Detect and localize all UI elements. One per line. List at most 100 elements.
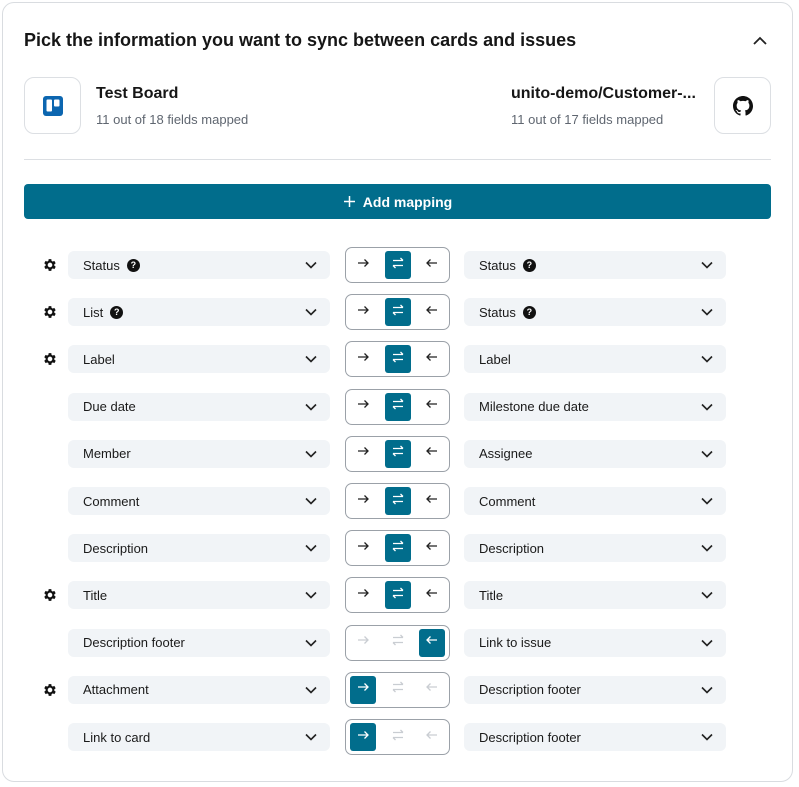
chevron-down-icon	[701, 592, 713, 600]
direction-both-option[interactable]	[384, 581, 411, 610]
direction-both-option[interactable]	[384, 487, 411, 515]
gear-icon[interactable]	[42, 587, 58, 603]
right-field-dropdown[interactable]: Assignee	[464, 439, 726, 468]
trello-logo	[24, 77, 81, 134]
direction-right-to-left-option[interactable]	[419, 723, 445, 751]
two-way-arrows-icon	[390, 255, 406, 276]
direction-left-to-right-option[interactable]	[350, 440, 376, 468]
direction-left-to-right-option[interactable]	[350, 534, 376, 562]
left-field-dropdown[interactable]: Due date	[68, 392, 330, 421]
direction-right-to-left-option[interactable]	[419, 440, 445, 468]
right-field-dropdown[interactable]: Description	[464, 534, 726, 563]
arrow-left-icon	[424, 632, 440, 653]
left-field-label: Member	[83, 446, 131, 462]
chevron-up-icon[interactable]	[750, 31, 770, 51]
chevron-down-icon	[701, 545, 713, 552]
github-icon	[732, 95, 753, 116]
two-way-arrows-icon	[390, 396, 406, 417]
help-icon[interactable]: ?	[110, 305, 124, 319]
arrow-left-icon	[424, 349, 440, 370]
help-icon[interactable]: ?	[522, 258, 536, 272]
right-field-dropdown[interactable]: Status?	[464, 251, 726, 279]
left-field-dropdown[interactable]: Member	[68, 439, 330, 468]
gear-icon[interactable]	[42, 304, 58, 320]
direction-left-to-right-option[interactable]	[350, 581, 376, 609]
direction-right-to-left-option[interactable]	[419, 345, 445, 373]
gear-icon[interactable]	[42, 682, 58, 698]
arrow-left-icon	[424, 255, 440, 276]
chevron-down-icon	[701, 261, 713, 269]
direction-both-option[interactable]	[385, 629, 411, 657]
add-mapping-button[interactable]: Add mapping	[24, 184, 771, 219]
left-field-dropdown[interactable]: Title	[68, 581, 330, 610]
left-field-label: Label	[83, 351, 115, 367]
left-field-dropdown[interactable]: List?	[68, 298, 330, 327]
left-field-label: Due date	[83, 399, 136, 415]
right-field-label: Status	[479, 304, 516, 320]
chevron-down-icon	[701, 403, 713, 411]
right-field-dropdown[interactable]: Comment	[464, 487, 726, 515]
direction-both-option[interactable]	[384, 298, 411, 327]
direction-both-option[interactable]	[384, 345, 411, 374]
direction-left-to-right-option[interactable]	[350, 675, 376, 704]
two-way-arrows-icon	[390, 679, 406, 700]
help-icon[interactable]: ?	[522, 305, 536, 319]
right-field-dropdown[interactable]: Status?	[464, 298, 726, 327]
left-field-dropdown[interactable]: Description	[68, 534, 330, 563]
direction-right-to-left-option[interactable]	[419, 393, 445, 421]
chevron-down-icon	[701, 639, 713, 647]
direction-left-to-right-option[interactable]	[350, 629, 376, 657]
direction-both-option[interactable]	[384, 534, 411, 563]
left-field-dropdown[interactable]: Label	[68, 345, 330, 374]
arrow-right-icon	[355, 538, 371, 559]
right-field-dropdown[interactable]: Description footer	[464, 723, 726, 751]
add-mapping-label: Add mapping	[362, 193, 453, 210]
right-field-label: Description footer	[479, 729, 581, 745]
right-field-dropdown[interactable]: Link to issue	[464, 628, 726, 657]
chevron-down-icon	[701, 686, 713, 694]
arrow-right-icon	[355, 302, 371, 323]
right-field-dropdown[interactable]: Description footer	[464, 675, 726, 704]
direction-right-to-left-option[interactable]	[419, 676, 445, 704]
sync-direction-toggle	[345, 294, 450, 331]
direction-left-to-right-option[interactable]	[350, 723, 376, 751]
chevron-down-icon	[701, 309, 713, 316]
direction-right-to-left-option[interactable]	[419, 298, 445, 326]
direction-left-to-right-option[interactable]	[350, 345, 376, 373]
left-field-dropdown[interactable]: Attachment	[68, 675, 330, 704]
direction-both-option[interactable]	[385, 676, 411, 704]
gear-icon[interactable]	[42, 351, 58, 367]
right-field-dropdown[interactable]: Milestone due date	[464, 392, 726, 421]
direction-both-option[interactable]	[385, 723, 411, 751]
right-tool-fields-count: 11 out of 17 fields mapped	[511, 112, 664, 127]
right-field-dropdown[interactable]: Title	[464, 581, 726, 610]
direction-left-to-right-option[interactable]	[350, 251, 376, 279]
direction-both-option[interactable]	[384, 392, 411, 421]
mapping-row: Label Label	[0, 341, 799, 378]
chevron-down-icon	[701, 450, 713, 458]
left-field-dropdown[interactable]: Comment	[68, 487, 330, 515]
direction-left-to-right-option[interactable]	[350, 487, 376, 515]
gear-icon[interactable]	[42, 257, 58, 273]
direction-both-option[interactable]	[384, 439, 411, 468]
direction-right-to-left-option[interactable]	[419, 628, 445, 657]
direction-both-option[interactable]	[384, 251, 411, 279]
mapping-row: Member Assignee	[0, 435, 799, 472]
arrow-left-icon	[424, 538, 440, 559]
direction-left-to-right-option[interactable]	[350, 298, 376, 326]
mapping-row: Status? Status?	[0, 247, 799, 283]
direction-right-to-left-option[interactable]	[419, 487, 445, 515]
direction-right-to-left-option[interactable]	[419, 581, 445, 609]
direction-right-to-left-option[interactable]	[419, 534, 445, 562]
direction-left-to-right-option[interactable]	[350, 393, 376, 421]
left-field-dropdown[interactable]: Description footer	[68, 628, 330, 657]
left-field-dropdown[interactable]: Link to card	[68, 723, 330, 751]
help-icon[interactable]: ?	[126, 258, 140, 272]
two-way-arrows-icon	[390, 491, 406, 512]
right-field-dropdown[interactable]: Label	[464, 345, 726, 374]
left-field-dropdown[interactable]: Status?	[68, 251, 330, 279]
direction-right-to-left-option[interactable]	[419, 251, 445, 279]
sync-direction-toggle	[345, 624, 450, 661]
right-field-label: Description footer	[479, 682, 581, 698]
